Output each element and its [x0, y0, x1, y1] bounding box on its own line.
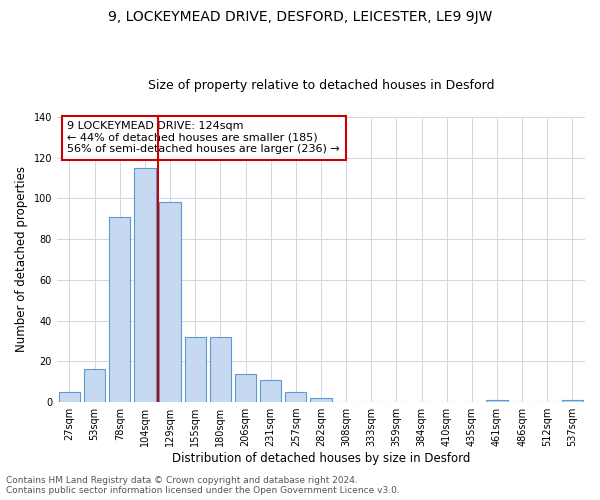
Bar — [160, 202, 181, 402]
Bar — [185, 337, 206, 402]
Bar — [310, 398, 332, 402]
Bar — [235, 374, 256, 402]
Bar — [134, 168, 155, 402]
X-axis label: Distribution of detached houses by size in Desford: Distribution of detached houses by size … — [172, 452, 470, 465]
Text: Contains HM Land Registry data © Crown copyright and database right 2024.
Contai: Contains HM Land Registry data © Crown c… — [6, 476, 400, 495]
Bar — [59, 392, 80, 402]
Bar — [84, 370, 106, 402]
Y-axis label: Number of detached properties: Number of detached properties — [15, 166, 28, 352]
Bar — [285, 392, 307, 402]
Bar — [109, 216, 130, 402]
Title: Size of property relative to detached houses in Desford: Size of property relative to detached ho… — [148, 79, 494, 92]
Bar — [486, 400, 508, 402]
Text: 9 LOCKEYMEAD DRIVE: 124sqm
← 44% of detached houses are smaller (185)
56% of sem: 9 LOCKEYMEAD DRIVE: 124sqm ← 44% of deta… — [67, 121, 340, 154]
Bar — [260, 380, 281, 402]
Text: 9, LOCKEYMEAD DRIVE, DESFORD, LEICESTER, LE9 9JW: 9, LOCKEYMEAD DRIVE, DESFORD, LEICESTER,… — [108, 10, 492, 24]
Bar — [562, 400, 583, 402]
Bar — [209, 337, 231, 402]
